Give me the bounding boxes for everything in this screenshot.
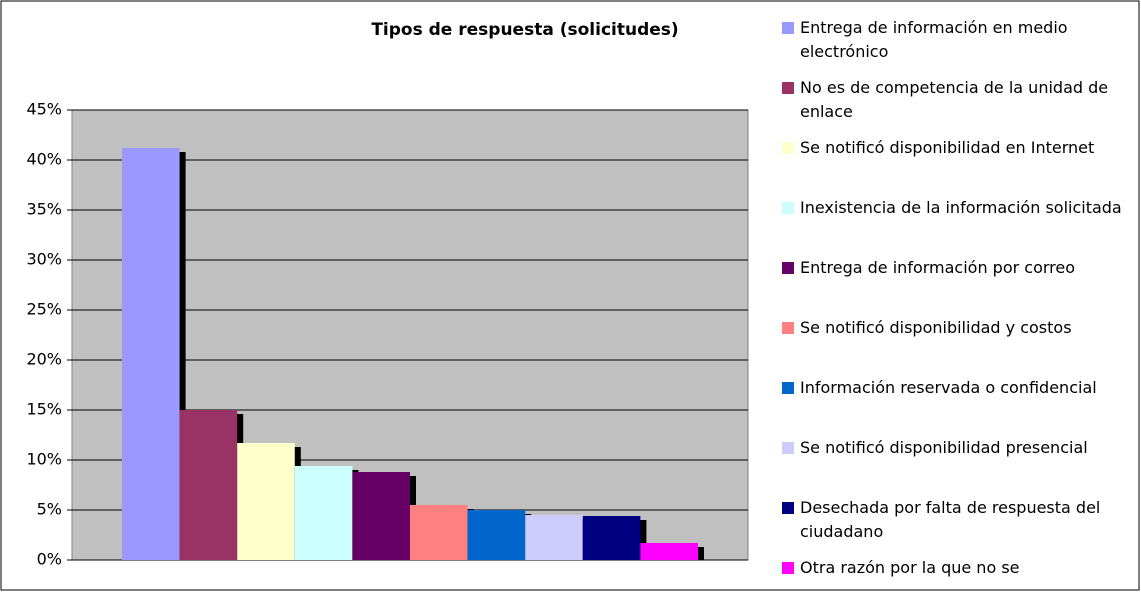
legend-swatch — [782, 82, 794, 94]
y-tick-label: 25% — [26, 300, 62, 319]
legend-label: Entrega de información en medio electrón… — [800, 18, 1068, 61]
y-tick-label: 5% — [37, 500, 62, 519]
bar — [582, 516, 641, 560]
legend-swatch — [782, 562, 794, 574]
legend-label: Desechada por falta de respuesta del ciu… — [800, 498, 1101, 541]
legend-label: No es de competencia de la unidad de enl… — [800, 78, 1109, 121]
y-tick-label: 35% — [26, 200, 62, 219]
bar — [467, 510, 526, 560]
legend-entry: Otra razón por la que no se — [780, 556, 1132, 580]
legend-swatch — [782, 202, 794, 214]
legend-label: Se notificó disponibilidad y costos — [800, 318, 1072, 337]
legend-entry: Información reservada o confidencial — [780, 376, 1132, 400]
y-tick-label: 20% — [26, 350, 62, 369]
legend: Entrega de información en medio electrón… — [780, 16, 1132, 586]
legend-entry: Se notificó disponibilidad presencial — [780, 436, 1132, 460]
legend-entry: Desechada por falta de respuesta del ciu… — [780, 496, 1132, 544]
legend-swatch — [782, 262, 794, 274]
legend-label: Entrega de información por correo — [800, 258, 1076, 277]
bar — [525, 515, 583, 560]
legend-label: Se notificó disponibilidad presencial — [800, 438, 1088, 457]
legend-swatch — [782, 322, 794, 334]
y-tick-label: 45% — [26, 100, 62, 119]
legend-swatch — [782, 142, 794, 154]
bar — [237, 443, 295, 560]
bar — [294, 466, 353, 560]
legend-entry: Se notificó disponibilidad en Internet — [780, 136, 1132, 160]
y-tick-label: 0% — [37, 550, 62, 569]
legend-entry: Se notificó disponibilidad y costos — [780, 316, 1132, 340]
y-tick-label: 40% — [26, 150, 62, 169]
legend-entry: Entrega de información en medio electrón… — [780, 16, 1132, 64]
legend-label: Otra razón por la que no se — [800, 558, 1020, 577]
bar — [640, 543, 698, 560]
legend-swatch — [782, 22, 794, 34]
legend-swatch — [782, 502, 794, 514]
chart-title: Tipos de respuesta (solicitudes) — [371, 20, 678, 40]
legend-swatch — [782, 442, 794, 454]
legend-swatch — [782, 382, 794, 394]
legend-label: Información reservada o confidencial — [800, 378, 1097, 397]
legend-label: Inexistencia de la información solicitad… — [800, 198, 1122, 217]
legend-entry: Inexistencia de la información solicitad… — [780, 196, 1132, 220]
y-tick-label: 10% — [26, 450, 62, 469]
y-tick-label: 15% — [26, 400, 62, 419]
legend-label: Se notificó disponibilidad en Internet — [800, 138, 1095, 157]
bar — [122, 148, 180, 560]
legend-entry: No es de competencia de la unidad de enl… — [780, 76, 1132, 124]
legend-entry: Entrega de información por correo — [780, 256, 1132, 280]
bar — [410, 505, 468, 560]
bar — [179, 410, 238, 560]
y-tick-label: 30% — [26, 250, 62, 269]
bar — [352, 472, 410, 560]
